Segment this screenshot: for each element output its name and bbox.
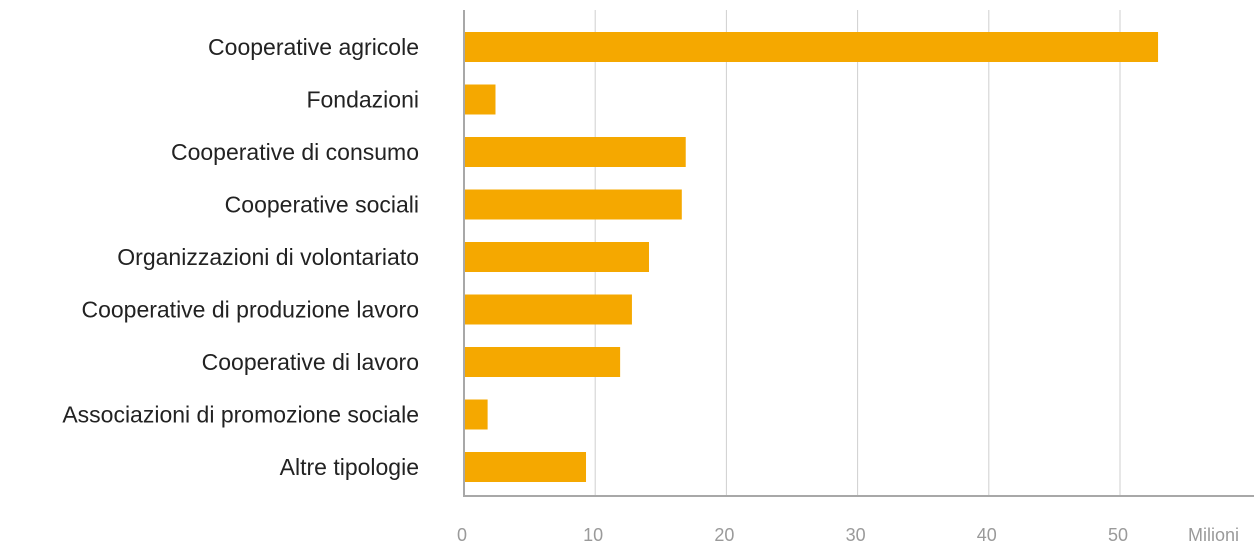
category-label: Cooperative di lavoro (202, 349, 419, 375)
category-label: Associazioni di promozione sociale (62, 402, 419, 428)
category-labels: Cooperative agricole Fondazioni Cooperativ… (62, 34, 419, 480)
x-tick-labels: 0 10 20 30 40 50 (457, 525, 1128, 545)
bar (465, 84, 496, 115)
bar (465, 294, 632, 325)
category-label: Cooperative sociali (225, 192, 419, 218)
x-axis-unit-label: Milioni (1188, 525, 1239, 545)
category-label: Fondazioni (306, 87, 419, 113)
category-label: Organizzazioni di volontariato (117, 244, 419, 270)
bars (465, 32, 1159, 482)
bar (465, 189, 682, 220)
bar (465, 32, 1159, 62)
bar (465, 347, 621, 377)
x-tick-label: 40 (977, 525, 997, 545)
x-tick-label: 0 (457, 525, 467, 545)
x-tick-label: 20 (714, 525, 734, 545)
bar (465, 399, 488, 430)
category-label: Cooperative di consumo (171, 139, 419, 165)
x-tick-label: 30 (846, 525, 866, 545)
bar (465, 452, 587, 482)
category-label: Cooperative di produzione lavoro (81, 297, 419, 323)
x-tick-label: 50 (1108, 525, 1128, 545)
bar (465, 242, 649, 272)
bar (465, 137, 686, 167)
category-label: Altre tipologie (280, 454, 419, 480)
gridlines (594, 10, 1121, 496)
category-label: Cooperative agricole (208, 34, 419, 60)
x-tick-label: 10 (583, 525, 603, 545)
